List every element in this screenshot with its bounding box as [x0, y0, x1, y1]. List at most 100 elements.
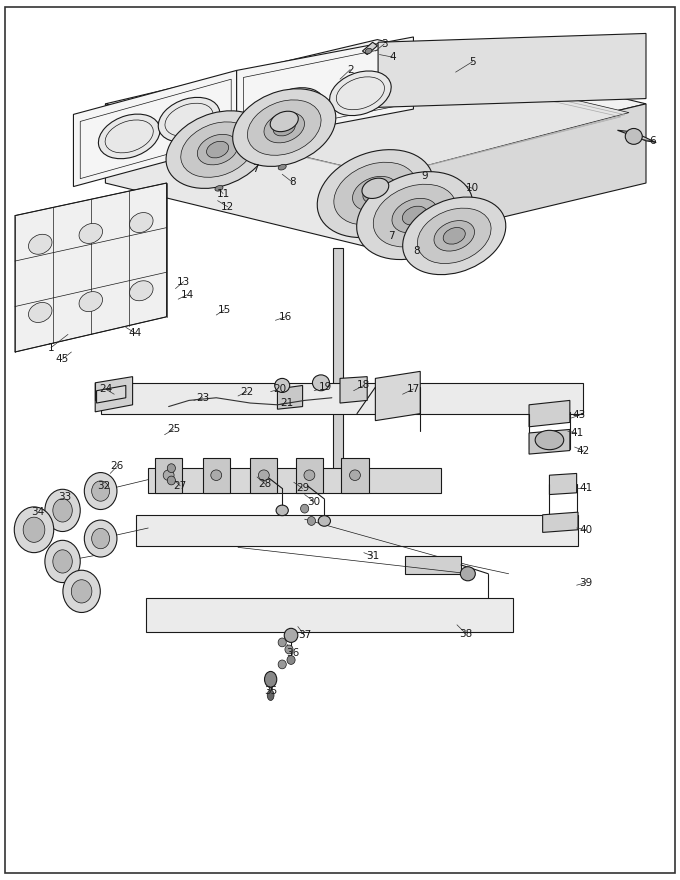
Text: 29: 29	[296, 483, 309, 494]
Ellipse shape	[79, 291, 103, 312]
Ellipse shape	[403, 197, 506, 275]
Ellipse shape	[373, 184, 456, 247]
Text: 7: 7	[252, 164, 258, 174]
Ellipse shape	[276, 505, 288, 516]
Ellipse shape	[14, 507, 54, 553]
Polygon shape	[126, 51, 629, 176]
FancyBboxPatch shape	[155, 458, 182, 493]
Ellipse shape	[167, 464, 175, 473]
Ellipse shape	[167, 476, 175, 485]
Ellipse shape	[92, 528, 109, 549]
Polygon shape	[95, 377, 133, 412]
Ellipse shape	[84, 520, 117, 557]
Ellipse shape	[392, 198, 438, 233]
Polygon shape	[340, 377, 367, 403]
Ellipse shape	[357, 172, 473, 260]
Text: 2: 2	[347, 64, 354, 75]
Polygon shape	[378, 33, 646, 107]
Text: 41: 41	[579, 483, 593, 494]
Ellipse shape	[535, 430, 564, 450]
Text: 34: 34	[31, 507, 44, 517]
Text: 25: 25	[167, 424, 180, 435]
Ellipse shape	[158, 98, 220, 142]
Ellipse shape	[63, 570, 101, 612]
Polygon shape	[549, 473, 577, 495]
Ellipse shape	[211, 470, 222, 480]
Ellipse shape	[207, 142, 228, 158]
Text: 31: 31	[366, 551, 379, 561]
Polygon shape	[617, 130, 656, 143]
Ellipse shape	[350, 470, 360, 480]
Ellipse shape	[130, 281, 153, 301]
Polygon shape	[277, 385, 303, 409]
Ellipse shape	[352, 176, 398, 211]
Ellipse shape	[330, 71, 391, 115]
Text: 4: 4	[390, 52, 396, 62]
Ellipse shape	[312, 375, 330, 391]
Text: 7: 7	[388, 231, 394, 241]
Ellipse shape	[197, 135, 238, 165]
FancyBboxPatch shape	[341, 458, 369, 493]
Ellipse shape	[71, 580, 92, 603]
Ellipse shape	[418, 209, 491, 263]
Text: 17: 17	[407, 384, 420, 394]
Text: 23: 23	[196, 392, 209, 403]
Ellipse shape	[181, 122, 254, 177]
Ellipse shape	[84, 473, 117, 510]
Ellipse shape	[29, 303, 52, 322]
Text: 19: 19	[318, 382, 332, 392]
Text: 5: 5	[469, 56, 476, 67]
Ellipse shape	[278, 638, 286, 647]
Text: 1: 1	[48, 342, 54, 353]
Text: 27: 27	[173, 480, 187, 491]
Ellipse shape	[284, 628, 298, 642]
Text: 21: 21	[280, 398, 294, 408]
Text: 42: 42	[577, 445, 590, 456]
Text: 41: 41	[570, 428, 583, 438]
Ellipse shape	[443, 228, 465, 244]
Ellipse shape	[365, 48, 372, 54]
Ellipse shape	[273, 120, 295, 136]
Text: 38: 38	[459, 628, 473, 639]
Text: 40: 40	[579, 524, 593, 535]
Text: 8: 8	[289, 177, 296, 187]
Polygon shape	[105, 104, 373, 248]
Text: 14: 14	[180, 290, 194, 300]
Text: 36: 36	[286, 648, 299, 658]
Polygon shape	[333, 248, 343, 486]
Text: 24: 24	[99, 384, 112, 394]
Text: 18: 18	[357, 380, 371, 391]
Text: 35: 35	[264, 686, 277, 696]
Ellipse shape	[79, 224, 103, 244]
Text: 26: 26	[110, 461, 124, 472]
FancyBboxPatch shape	[296, 458, 323, 493]
Ellipse shape	[92, 480, 109, 502]
Polygon shape	[73, 70, 237, 187]
Ellipse shape	[362, 178, 389, 199]
Ellipse shape	[163, 470, 174, 480]
Ellipse shape	[130, 213, 153, 232]
Text: 44: 44	[128, 327, 141, 338]
Text: 6: 6	[649, 136, 656, 146]
Polygon shape	[375, 371, 420, 421]
Text: 39: 39	[579, 577, 593, 588]
Polygon shape	[529, 429, 570, 454]
Ellipse shape	[278, 660, 286, 669]
FancyBboxPatch shape	[203, 458, 230, 493]
Text: 15: 15	[218, 304, 231, 315]
Ellipse shape	[29, 234, 52, 254]
Text: 9: 9	[422, 171, 428, 181]
Ellipse shape	[248, 100, 321, 155]
Ellipse shape	[301, 504, 309, 513]
Ellipse shape	[267, 690, 274, 700]
Text: 28: 28	[258, 479, 272, 489]
Ellipse shape	[53, 499, 72, 522]
Polygon shape	[101, 383, 583, 414]
Text: 3: 3	[381, 39, 388, 49]
Text: 22: 22	[240, 386, 254, 397]
Ellipse shape	[263, 88, 324, 132]
Ellipse shape	[278, 165, 286, 170]
Ellipse shape	[307, 517, 316, 525]
FancyBboxPatch shape	[250, 458, 277, 493]
Ellipse shape	[258, 470, 269, 480]
